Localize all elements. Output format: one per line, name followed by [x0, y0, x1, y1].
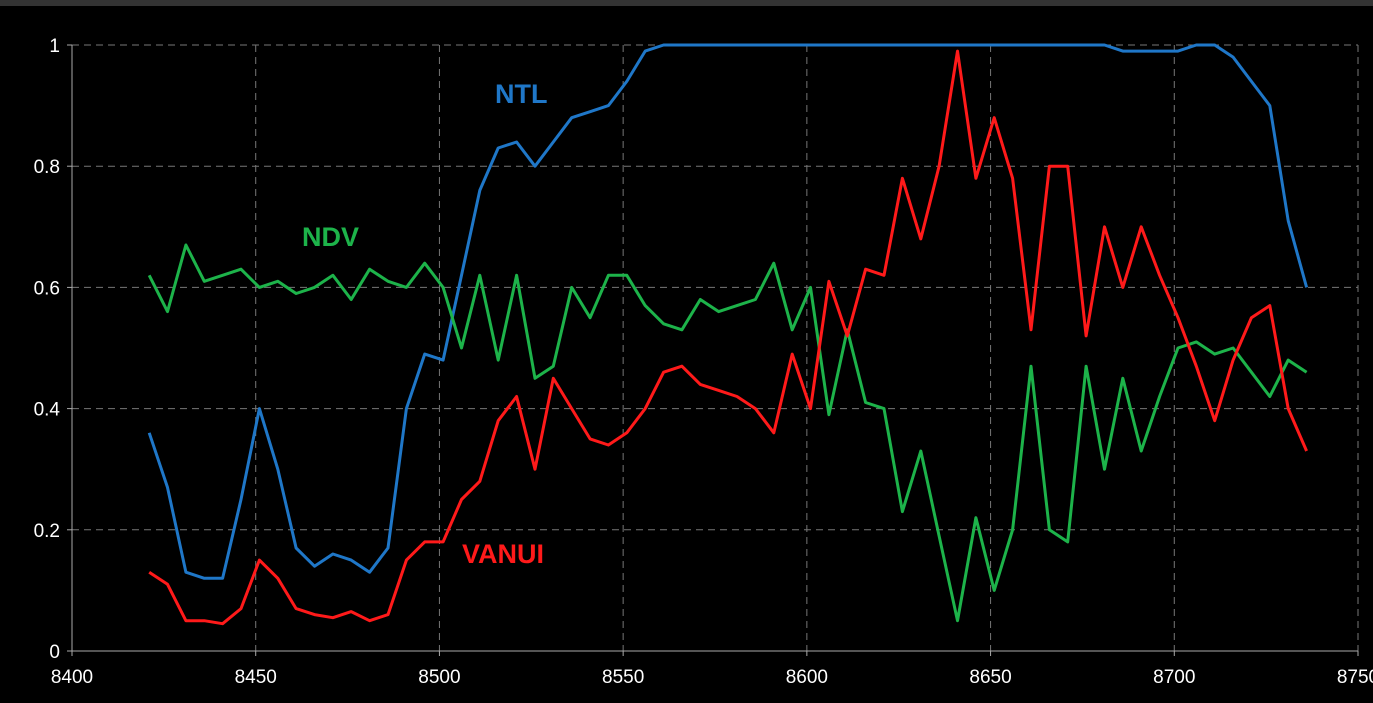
y-tick-label: 0.8: [34, 157, 60, 178]
x-tick-label: 8500: [418, 667, 460, 688]
x-tick-label: 8600: [786, 667, 828, 688]
y-tick-label: 1: [49, 36, 60, 57]
series-label: NTL: [495, 79, 547, 109]
y-tick-label: 0.4: [34, 400, 61, 421]
series-label: NDV: [302, 222, 359, 252]
x-tick-label: 8650: [969, 667, 1011, 688]
x-tick-label: 8750: [1337, 667, 1373, 688]
line-series: [149, 51, 1306, 624]
top-strip: [0, 0, 1373, 6]
x-tick-label: 8450: [235, 667, 277, 688]
x-tick-label: 8700: [1153, 667, 1195, 688]
line-series: [149, 45, 1306, 578]
y-tick-label: 0.2: [34, 521, 60, 542]
y-tick-label: 0.6: [34, 278, 60, 299]
series-label: VANUI: [462, 539, 544, 569]
y-tick-label: 0: [49, 642, 60, 663]
x-tick-label: 8400: [51, 667, 93, 688]
x-tick-label: 8550: [602, 667, 644, 688]
line-series: [149, 245, 1306, 621]
chart: 0 0.2 0.4 0.6 0.8 1 8400 8450 8500 8550 8600 8650 87…: [0, 0, 1373, 703]
